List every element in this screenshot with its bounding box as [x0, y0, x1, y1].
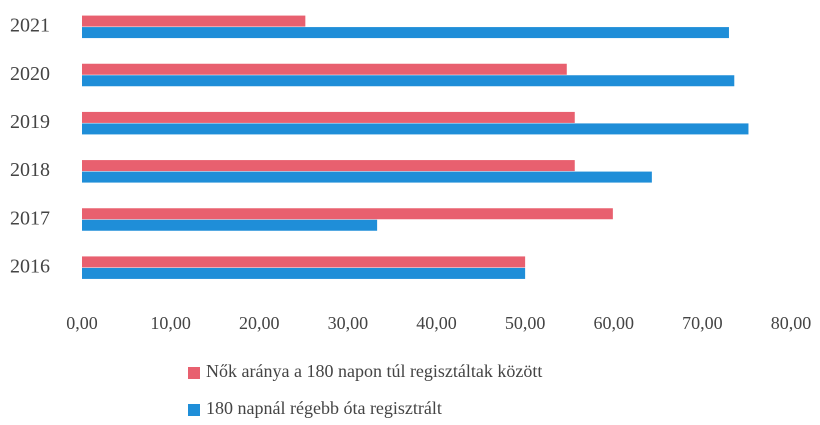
y-tick-label: 2019 [10, 111, 50, 133]
legend-label: Nők aránya a 180 napon túl regisztáltak … [206, 361, 542, 381]
y-tick-label: 2018 [10, 159, 50, 181]
y-tick-label: 2020 [10, 63, 50, 85]
bar [82, 123, 749, 135]
x-tick-label: 40,00 [416, 313, 457, 333]
bar [82, 63, 567, 75]
x-tick-label: 80,00 [771, 313, 812, 333]
legend-swatch [188, 367, 200, 379]
bar [82, 256, 526, 268]
bar [82, 208, 613, 220]
bar [82, 267, 526, 279]
y-tick-label: 2016 [10, 256, 50, 278]
legend-swatch [188, 404, 200, 416]
x-tick-label: 30,00 [328, 313, 369, 333]
bar [82, 75, 735, 87]
bar [82, 27, 729, 39]
y-tick-label: 2017 [10, 207, 50, 229]
bar [82, 160, 575, 172]
bar [82, 15, 306, 27]
x-tick-label: 0,00 [66, 313, 98, 333]
bar [82, 111, 575, 123]
x-tick-label: 60,00 [594, 313, 635, 333]
x-tick-label: 70,00 [682, 313, 723, 333]
legend-label: 180 napnál régebb óta regisztrált [206, 398, 442, 418]
x-tick-label: 50,00 [505, 313, 546, 333]
y-tick-label: 2021 [10, 15, 50, 37]
x-tick-label: 10,00 [150, 313, 191, 333]
bar [82, 171, 652, 183]
x-tick-label: 20,00 [239, 313, 280, 333]
bar [82, 219, 378, 231]
